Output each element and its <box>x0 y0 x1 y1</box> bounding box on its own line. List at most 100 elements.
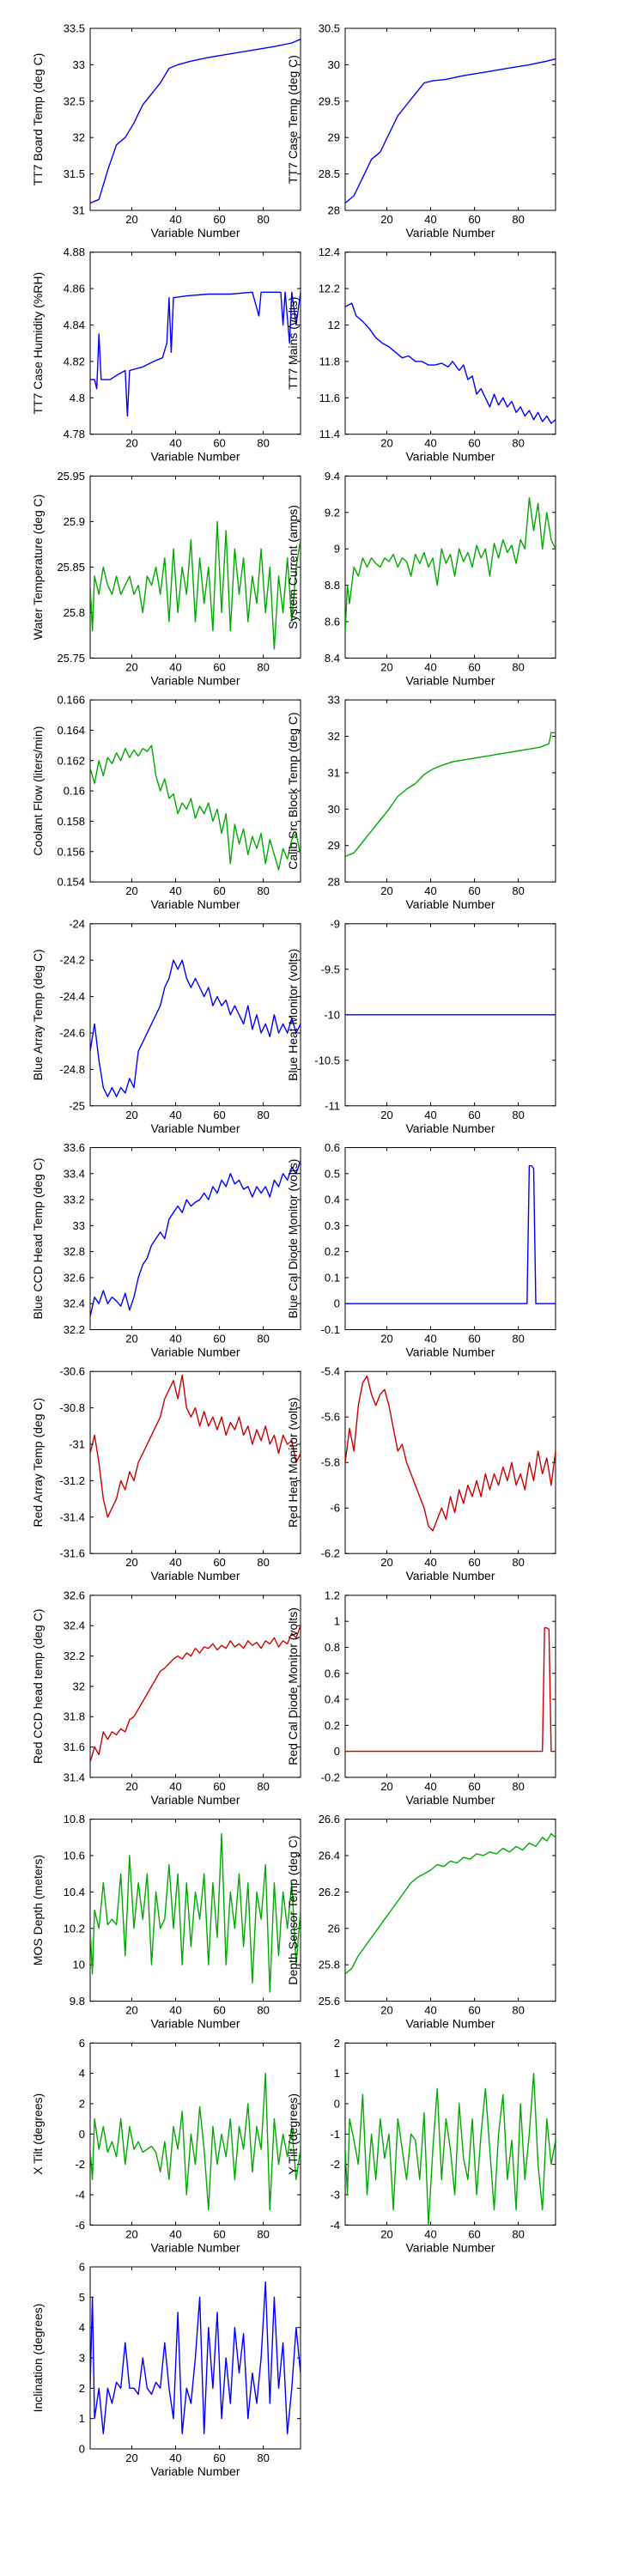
x-tick-label: 20 <box>125 1333 137 1346</box>
x-tick-label: 40 <box>169 1556 181 1569</box>
x-axis-label: Variable Number <box>150 1793 240 1807</box>
y-tick-label: 0.156 <box>57 845 85 858</box>
x-tick-label: 60 <box>468 2004 480 2017</box>
series-line <box>345 1832 556 1975</box>
x-tick-label: 80 <box>512 1556 524 1569</box>
y-tick-label: 0.2 <box>325 1719 340 1732</box>
y-tick-label: 0.154 <box>57 876 85 889</box>
x-tick-label: 80 <box>257 1780 269 1793</box>
y-tick-label: 31.4 <box>64 1771 85 1783</box>
plot-frame <box>344 1819 556 2002</box>
x-tick-label: 60 <box>468 1780 480 1793</box>
x-tick-label: 60 <box>213 437 225 450</box>
x-tick-label: 80 <box>257 2451 269 2464</box>
y-tick-label: 33 <box>73 1219 85 1232</box>
y-tick-label: 25.75 <box>57 652 85 665</box>
series-line <box>345 58 556 204</box>
y-tick-label: 4.8 <box>70 392 85 404</box>
x-tick-label: 40 <box>169 1780 181 1793</box>
y-tick-label: 1 <box>334 1615 340 1628</box>
y-tick-label: 0.1 <box>325 1271 340 1284</box>
x-tick-label: 80 <box>257 2004 269 2017</box>
y-tick-label: -25 <box>69 1099 85 1112</box>
y-tick-label: -30.6 <box>59 1365 85 1378</box>
y-tick-label: 32.6 <box>64 1271 85 1284</box>
y-tick-label: -24 <box>69 917 85 930</box>
y-tick-label: 32 <box>328 730 340 743</box>
x-tick-label: 80 <box>257 1109 269 1121</box>
x-axis-label: Variable Number <box>405 1569 495 1583</box>
x-tick-label: 60 <box>468 884 480 897</box>
x-tick-label: 40 <box>169 884 181 897</box>
x-tick-label: 20 <box>125 437 137 450</box>
series-line <box>345 1627 556 1753</box>
y-tick-label: 9.4 <box>325 470 340 483</box>
y-tick-label: 4.82 <box>64 355 85 368</box>
x-tick-label: 80 <box>512 2227 524 2240</box>
x-tick-label: 40 <box>169 2451 181 2464</box>
chart-panel: 20 40 60 80 -0.2 0 0.2 0.4 0.6 0.8 1 1.2 Variable Nu… <box>286 1589 556 1807</box>
y-tick-label: 32.2 <box>64 1323 85 1336</box>
y-tick-label: 4.78 <box>64 428 85 440</box>
x-tick-label: 40 <box>424 1109 436 1121</box>
x-axis-label: Variable Number <box>150 226 240 240</box>
y-tick-label: 8.8 <box>325 579 340 592</box>
plot-frame <box>89 1819 301 2002</box>
chart-panel: 20 40 60 80 32.2 32.4 32.6 32.8 33 33.2 33.4 33.6 Va… <box>31 1141 301 1359</box>
plot-frame <box>344 699 556 883</box>
y-axis-label: Blue CCD Head Temp (deg C) <box>31 1157 45 1319</box>
y-axis-label: Blue Cal Diode Monitor (volts) <box>286 1159 300 1319</box>
x-tick-label: 40 <box>424 884 436 897</box>
y-tick-label: 33 <box>73 58 85 71</box>
y-tick-label: 33.6 <box>64 1141 85 1154</box>
x-tick-label: 80 <box>257 2227 269 2240</box>
chart-panel: 20 40 60 80 9.8 10 10.2 10.4 10.6 10.8 Variable Nu… <box>31 1813 301 2031</box>
y-tick-label: 33.5 <box>64 22 85 35</box>
y-tick-label: 0.4 <box>325 1194 340 1206</box>
y-tick-label: -31.6 <box>59 1547 85 1560</box>
x-tick-label: 40 <box>424 2227 436 2240</box>
y-tick-label: 29.5 <box>319 94 340 107</box>
x-tick-label: 40 <box>424 660 436 673</box>
y-tick-label: 10.4 <box>64 1886 85 1899</box>
series-line <box>345 732 556 858</box>
x-tick-label: 20 <box>125 2451 137 2464</box>
x-tick-label: 80 <box>257 213 269 226</box>
y-tick-label: 0.164 <box>57 724 85 737</box>
x-tick-label: 80 <box>512 2004 524 2017</box>
y-tick-label: 0 <box>334 1745 340 1758</box>
x-tick-label: 20 <box>380 1333 392 1346</box>
x-tick-label: 20 <box>125 213 137 226</box>
chart-panel: 20 40 60 80 0 1 2 3 4 5 6 Variable Number Inclinatio… <box>31 2261 301 2478</box>
y-tick-label: 31.8 <box>64 1710 85 1723</box>
plot-frame <box>89 1370 301 1554</box>
x-tick-label: 80 <box>257 437 269 450</box>
y-tick-label: 30 <box>328 803 340 816</box>
x-tick-label: 80 <box>512 1780 524 1793</box>
y-axis-label: Blue Heat Monitor (volts) <box>286 949 300 1081</box>
chart-panel: 20 40 60 80 31 31.5 32 32.5 33 33.5 Variable Numbe… <box>31 22 301 240</box>
y-tick-label: 0.8 <box>325 1641 340 1654</box>
x-tick-label: 60 <box>213 1109 225 1121</box>
y-tick-label: -9 <box>330 917 340 930</box>
x-tick-label: 80 <box>257 660 269 673</box>
x-tick-label: 20 <box>380 660 392 673</box>
x-tick-label: 60 <box>213 2004 225 2017</box>
plot-frame <box>344 1595 556 1778</box>
y-tick-label: 0.6 <box>325 1141 340 1154</box>
y-tick-label: 32.6 <box>64 1589 85 1601</box>
x-tick-label: 60 <box>468 660 480 673</box>
plot-frame <box>344 475 556 659</box>
x-tick-label: 60 <box>213 2451 225 2464</box>
x-tick-label: 60 <box>468 1556 480 1569</box>
y-tick-label: 0.2 <box>325 1245 340 1258</box>
x-tick-label: 20 <box>380 2004 392 2017</box>
x-axis-label: Variable Number <box>405 2017 495 2031</box>
chart-panel: 20 40 60 80 -31.6 -31.4 -31.2 -31 -30.8 -30.6 Vari… <box>31 1365 301 1583</box>
y-tick-label: 32.4 <box>64 1297 85 1310</box>
x-axis-label: Variable Number <box>150 673 240 687</box>
x-axis-label: Variable Number <box>150 2017 240 2031</box>
y-tick-label: 11.8 <box>319 355 340 368</box>
series-line <box>345 302 556 424</box>
